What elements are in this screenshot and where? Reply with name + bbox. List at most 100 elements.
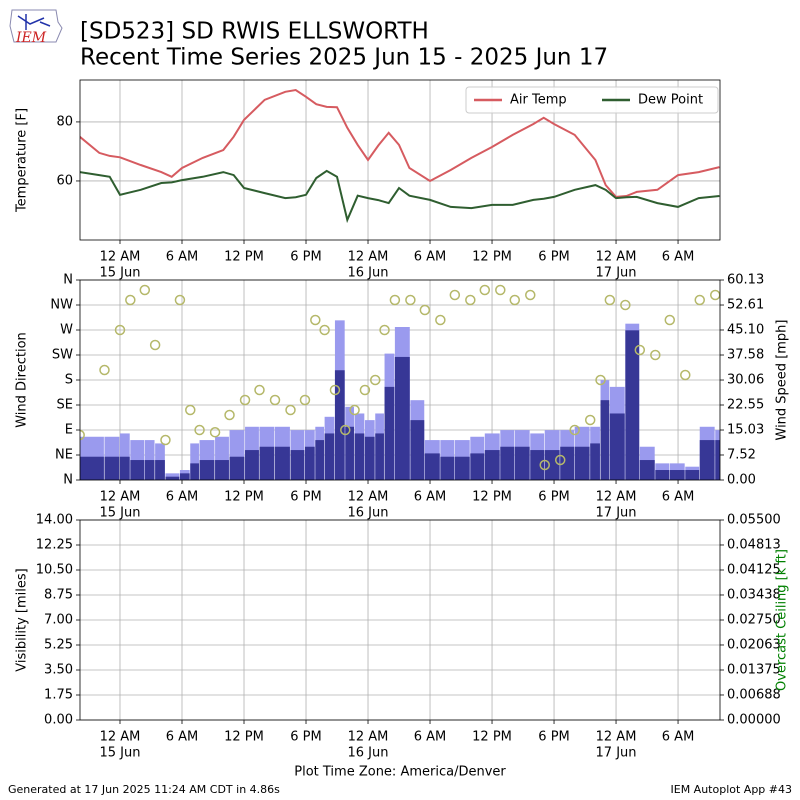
bar: [410, 420, 425, 480]
bar: [324, 433, 335, 480]
x-tick-label: 12 AM: [348, 730, 389, 745]
bar: [144, 460, 155, 480]
bar: [574, 446, 590, 480]
bar: [104, 456, 120, 480]
point: [239, 394, 251, 406]
y-axis-label: Visibility [miles]: [15, 568, 30, 671]
point: [694, 294, 705, 306]
logo-icon: [17, 14, 51, 30]
y2-tick-label: 0.03438: [727, 587, 781, 602]
x-tick-label: 6 PM: [290, 250, 321, 265]
point: [299, 394, 311, 406]
point: [209, 426, 221, 438]
point: [329, 384, 341, 396]
point: [525, 289, 536, 301]
x-tick-label: 6 AM: [166, 490, 199, 505]
bar: [190, 463, 199, 480]
x-axis-label: Plot Time Zone: America/Denver: [294, 765, 506, 780]
bar: [190, 443, 199, 480]
bar: [155, 460, 165, 480]
x-tick-label: 6 PM: [290, 730, 321, 745]
bar: [275, 446, 290, 480]
y2-tick-label: 0.00: [727, 473, 756, 488]
x-tick-label: 12 PM: [224, 250, 264, 265]
point: [405, 294, 416, 306]
bar: [609, 413, 625, 480]
point: [269, 394, 281, 406]
point: [554, 454, 566, 466]
bar: [334, 370, 345, 480]
point: [160, 434, 171, 446]
point: [595, 374, 606, 386]
x-tick-label: 12 PM: [224, 730, 264, 745]
y-tick-label: 14.00: [36, 513, 73, 528]
bar: [440, 456, 455, 480]
y2-tick-label: 60.13: [727, 273, 764, 288]
axes-frame: [79, 79, 721, 241]
x-tick-label: 6 AM: [662, 490, 695, 505]
bar: [394, 356, 410, 480]
panel: 12 AM 6 AM 12 PM 6 PM 12 AM 6 AM 12 PM 6 PM 12 A…: [15, 79, 721, 281]
y-tick-label: 12.25: [36, 538, 73, 553]
bar: [470, 453, 485, 480]
bar: [600, 400, 610, 480]
x-tick-label: 12 AM: [100, 250, 141, 265]
x-tick-label: 6 AM: [414, 250, 447, 265]
x-date-label: 16 Jun: [348, 506, 389, 521]
bar: [345, 426, 354, 480]
y2-tick-label: 0.02750: [727, 613, 781, 628]
bar: [315, 440, 325, 480]
y-tick-label: N: [63, 473, 73, 488]
data-line: [80, 169, 720, 224]
bar: [375, 433, 384, 480]
bar: [364, 436, 375, 480]
bar: [715, 440, 720, 480]
bar: [245, 450, 259, 480]
bar: [259, 446, 275, 480]
y-tick-label: 10.50: [36, 563, 73, 578]
bar: [384, 386, 395, 480]
y-tick-label: N: [63, 273, 73, 288]
x-tick-label: 6 PM: [538, 490, 569, 505]
panel: 12 AM 6 AM 12 PM 6 PM 12 AM 6 AM 12 PM 6 PM 12 A…: [15, 273, 790, 521]
axes-frame: [79, 279, 721, 481]
point: [349, 404, 360, 416]
y-tick-label: 5.25: [44, 638, 73, 653]
logo-text: IEM: [15, 30, 47, 46]
bar: [215, 460, 229, 480]
bar: [165, 476, 180, 480]
x-date-label: 16 Jun: [348, 746, 389, 761]
point: [620, 299, 631, 311]
point: [174, 294, 186, 306]
bar: [560, 446, 575, 480]
x-tick-label: 6 AM: [414, 730, 447, 745]
bar: [544, 450, 560, 480]
y-axis-label: Temperature [F]: [15, 108, 30, 213]
y-tick-label: 8.75: [44, 588, 73, 603]
y-tick-label: 7.00: [44, 613, 73, 628]
x-tick-label: 12 PM: [472, 250, 512, 265]
footer-left: Generated at 17 Jun 2025 11:24 AM CDT in…: [8, 783, 280, 796]
x-date-label: 17 Jun: [596, 746, 637, 761]
bar: [639, 460, 655, 480]
y-tick-label: 1.75: [44, 688, 73, 703]
point: [650, 349, 661, 361]
x-date-label: 15 Jun: [99, 266, 140, 281]
x-tick-label: 12 AM: [100, 490, 141, 505]
point: [80, 429, 85, 441]
x-date-label: 17 Jun: [596, 506, 637, 521]
legend-label: Air Temp: [510, 93, 567, 108]
bar: [484, 450, 500, 480]
y2-tick-label: 15.03: [727, 423, 764, 438]
point: [114, 324, 126, 336]
y2-tick-label: 0.04125: [727, 563, 781, 578]
panel: 12 AM 6 AM 12 PM 6 PM 12 AM 6 AM 12 PM 6 PM 12 A…: [15, 513, 790, 780]
point: [379, 324, 390, 336]
point: [285, 404, 296, 416]
point: [340, 424, 351, 436]
x-tick-label: 6 AM: [414, 490, 447, 505]
y-tick-label: 3.50: [44, 663, 73, 678]
bar: [514, 446, 530, 480]
chart-title: [SD523] SD RWIS ELLSWORTH: [80, 19, 429, 45]
point: [604, 294, 616, 306]
